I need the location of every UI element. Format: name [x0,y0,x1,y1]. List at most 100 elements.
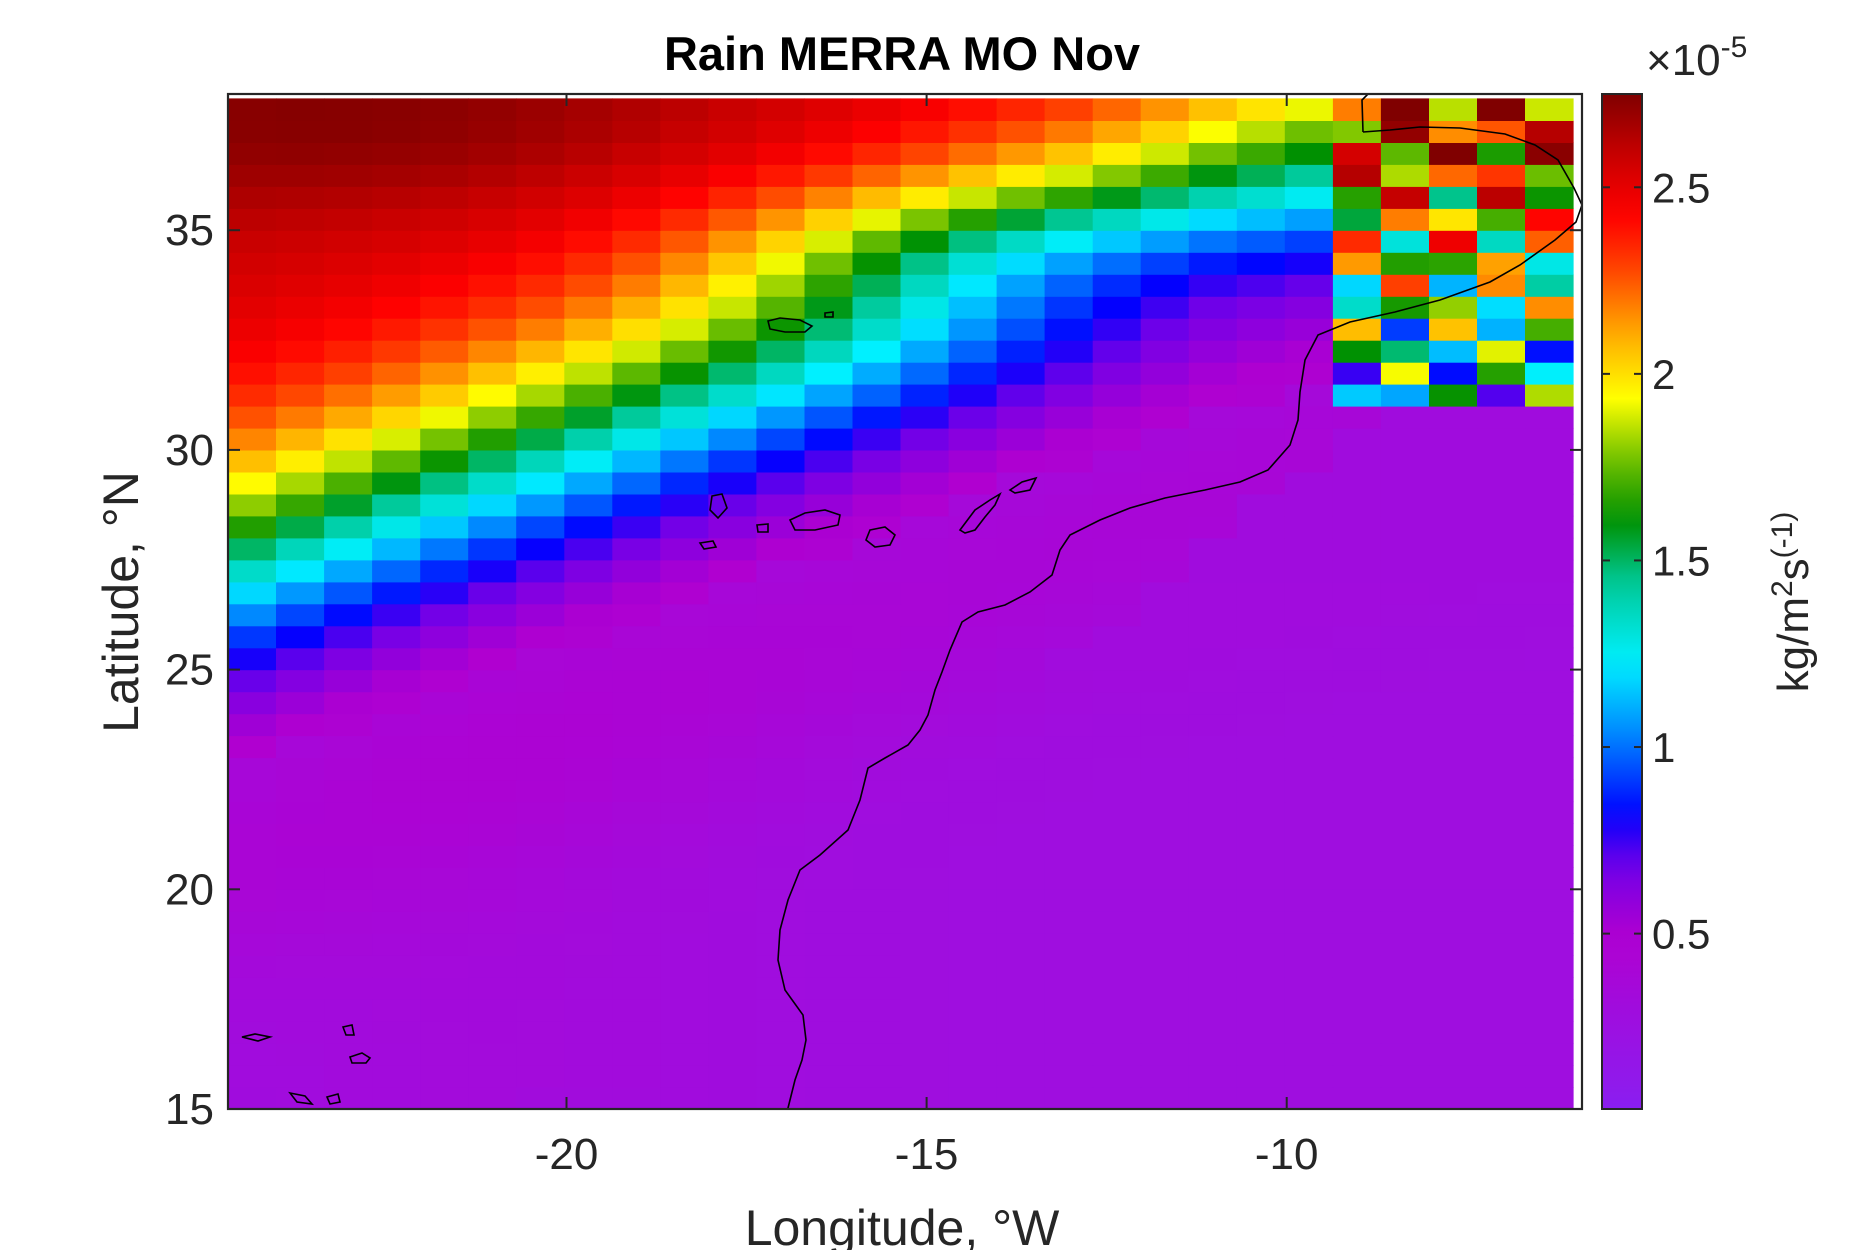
heatmap-cell [756,889,805,912]
heatmap-cell [708,691,757,715]
heatmap-cell [276,98,325,121]
heatmap-cell [1188,625,1238,649]
heatmap-cell [1332,955,1382,978]
heatmap-cell [1284,625,1334,649]
heatmap-cell [1092,845,1142,868]
heatmap-cell [1429,713,1478,737]
heatmap-cell [228,801,277,824]
heatmap-cell [1236,1021,1286,1044]
heatmap-cell [804,1087,854,1109]
heatmap-cell [1092,1065,1142,1088]
heatmap-cell [324,823,373,846]
heatmap-cell [900,823,950,846]
heatmap-cell [420,933,469,956]
heatmap-cell [228,559,277,583]
heatmap-cell [276,274,325,297]
heatmap-cell [1332,98,1382,121]
heatmap-cell [1525,449,1574,473]
heatmap-cell [900,318,950,341]
heatmap-cell [1332,1043,1382,1066]
heatmap-cell [228,98,277,121]
heatmap-cell [1332,1087,1382,1109]
heatmap-cell [1092,252,1142,275]
heatmap-cell [468,208,517,231]
heatmap-cell [372,164,421,187]
colorbar-label-part-1: kg/m [1769,597,1818,692]
coastline-iberia [1361,94,1369,133]
heatmap-cell [1332,230,1382,253]
heatmap-cell [1044,515,1094,539]
heatmap-cell [228,471,277,495]
heatmap-cell [900,340,950,363]
heatmap-cell [948,340,998,363]
heatmap-cell [756,669,805,693]
heatmap-cell [1477,186,1526,209]
heatmap-cell [1380,384,1430,407]
heatmap-cell [708,318,757,341]
colorbar-tick-label: 1.5 [1652,537,1710,584]
heatmap-cell [612,911,661,934]
heatmap-cell [1236,1043,1286,1066]
heatmap-cell [1044,186,1094,209]
heatmap-cell [564,999,613,1022]
heatmap-cell [1188,427,1238,451]
heatmap-cell [804,669,854,693]
heatmap-cell [420,647,469,671]
heatmap-cell [1140,362,1190,385]
heatmap-cell [564,1087,613,1109]
heatmap-cell [852,735,902,759]
heatmap-cell [1380,779,1430,803]
heatmap-cell [372,669,421,693]
heatmap-cell [1140,493,1190,517]
x-tick-label: -15 [895,1130,959,1179]
heatmap-cell [1140,318,1190,341]
heatmap-cell [1236,647,1286,671]
heatmap-cell [708,537,757,561]
heatmap-cell [372,296,421,319]
heatmap-cell [948,493,998,517]
heatmap-cell [1525,1065,1574,1088]
heatmap-cell [804,977,854,1000]
heatmap-cell [420,340,469,363]
island-porto-santo [824,311,834,318]
heatmap-cell [564,471,613,495]
heatmap-cell [804,559,854,583]
heatmap-cell [1092,493,1142,517]
heatmap-cell [1140,471,1190,495]
heatmap-cell [756,647,805,671]
heatmap-cell [1380,318,1430,341]
heatmap-cell [276,581,325,605]
heatmap-cell [1525,1043,1574,1066]
heatmap-cell [660,296,709,319]
heatmap-cell [804,142,854,165]
heatmap-cell [1044,823,1094,846]
heatmap-cell [1284,537,1334,561]
heatmap-cell [564,977,613,1000]
heatmap-cell [804,1043,854,1066]
heatmap-cell [996,603,1046,627]
heatmap-cell [612,362,661,385]
heatmap-cell [756,406,805,429]
heatmap-cell [420,999,469,1022]
heatmap-cell [468,933,517,956]
heatmap-cell [420,1065,469,1088]
heatmap-cell [900,735,950,759]
heatmap-cell [1380,186,1430,209]
heatmap-cell [420,120,469,143]
heatmap-cell [228,537,277,561]
heatmap-cell [1525,537,1574,561]
heatmap-cell [708,1065,757,1088]
heatmap-cell [324,98,373,121]
heatmap-cell [228,274,277,297]
heatmap-cell [1332,647,1382,671]
heatmap-cell [1188,340,1238,363]
heatmap-cell [660,186,709,209]
heatmap-cell [228,581,277,605]
heatmap-cell [660,274,709,297]
heatmap-cell [804,427,854,451]
heatmap-cell [372,559,421,583]
heatmap-cell [468,362,517,385]
heatmap-cell [1429,757,1478,781]
heatmap-cell [276,669,325,693]
heatmap-cell [276,142,325,165]
